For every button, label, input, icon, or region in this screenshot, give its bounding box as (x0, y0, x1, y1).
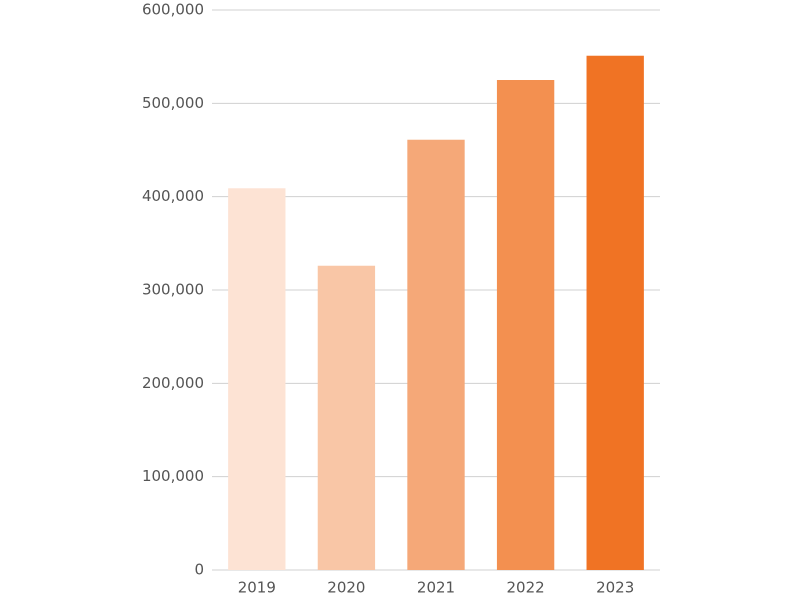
bar (407, 139, 465, 570)
bar (317, 265, 376, 570)
y-tick-label: 0 (194, 561, 204, 579)
x-tick-label: 2021 (417, 579, 455, 597)
y-tick-label: 400,000 (142, 187, 204, 205)
y-tick-label: 100,000 (142, 467, 204, 485)
x-tick-label: 2019 (238, 579, 276, 597)
x-tick-label: 2022 (507, 579, 545, 597)
x-tick-label: 2020 (327, 579, 365, 597)
y-tick-label: 500,000 (142, 94, 204, 112)
y-tick-label: 200,000 (142, 374, 204, 392)
y-tick-label: 600,000 (142, 1, 204, 19)
x-tick-label: 2023 (596, 579, 634, 597)
bar (228, 188, 286, 570)
bar (496, 80, 555, 570)
y-tick-label: 300,000 (142, 281, 204, 299)
bar (586, 55, 644, 570)
